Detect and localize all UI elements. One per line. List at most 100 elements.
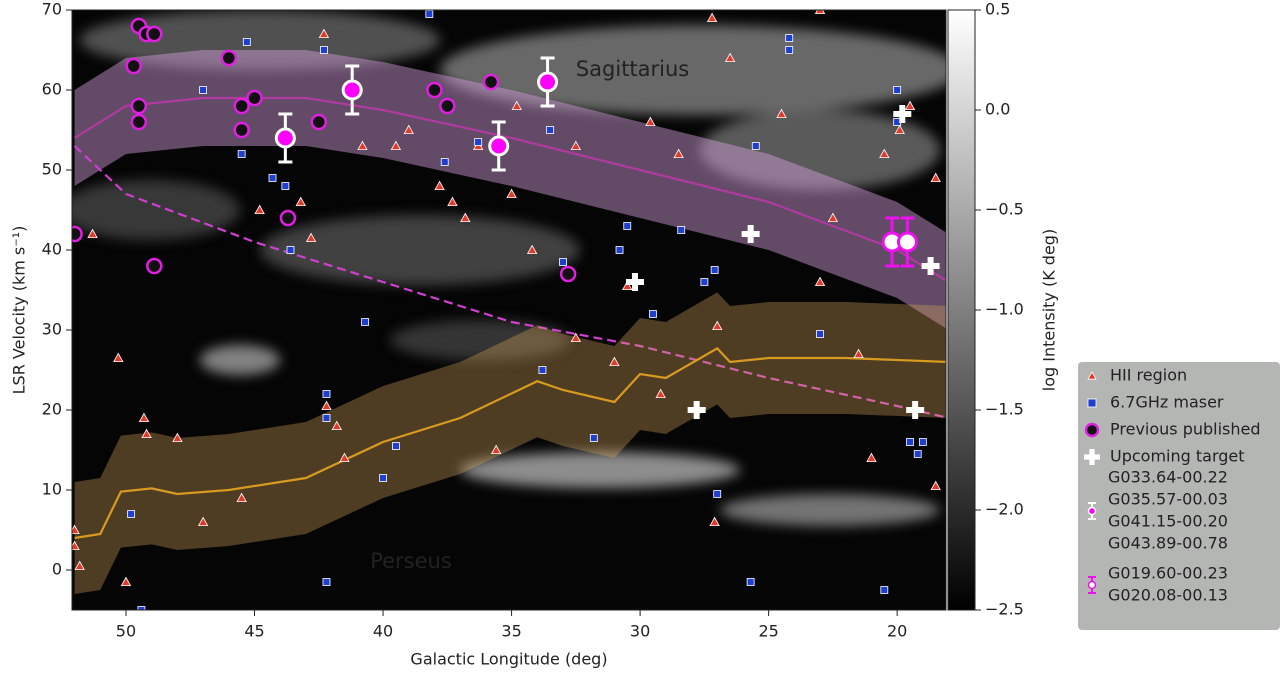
published-marker (561, 267, 575, 281)
maser-marker (894, 87, 901, 94)
maser-marker (714, 491, 721, 498)
colorbar-tick-label: −1.5 (985, 400, 1024, 419)
y-axis-label: LSR Velocity (km s⁻¹) (10, 226, 29, 395)
colorbar-tick-label: −2.0 (985, 500, 1024, 519)
legend-label: G041.15-00.20 (1108, 512, 1228, 531)
error-point (276, 129, 294, 147)
maser-marker (200, 87, 207, 94)
colorbar (948, 10, 975, 610)
legend-label: Upcoming target (1110, 447, 1245, 466)
maser-marker (539, 367, 546, 374)
legend-label: G043.89-00.78 (1108, 534, 1228, 553)
maser-marker (559, 259, 566, 266)
annotation: Perseus (370, 549, 452, 573)
maser-marker (786, 35, 793, 42)
published-marker (1086, 424, 1098, 436)
y-tick-label: 70 (42, 0, 62, 19)
legend-label: G020.08-00.13 (1108, 586, 1228, 605)
error-point (490, 137, 508, 155)
maser-marker (238, 151, 245, 158)
maser-marker (128, 511, 135, 518)
x-tick-label: 35 (501, 622, 521, 641)
chart: Galactic Longitude (deg) LSR Velocity (k… (0, 0, 1288, 675)
maser-marker (747, 579, 754, 586)
legend-label: G035.57-00.03 (1108, 490, 1228, 509)
maser-marker (590, 435, 597, 442)
maser-marker (287, 247, 294, 254)
legend-label: G019.60-00.23 (1108, 564, 1228, 583)
maser-marker (323, 579, 330, 586)
legend-errorpoint (1089, 582, 1096, 589)
y-tick-label: 60 (42, 80, 62, 99)
y-tick-label: 20 (42, 400, 62, 419)
maser-marker (914, 451, 921, 458)
y-tick-label: 10 (42, 480, 62, 499)
x-axis-label: Galactic Longitude (deg) (410, 650, 607, 669)
x-tick-label: 45 (244, 622, 264, 641)
colorbar-tick-label: −0.5 (985, 200, 1024, 219)
maser-marker (426, 11, 433, 18)
error-point (343, 81, 361, 99)
maser-marker (907, 439, 914, 446)
maser-marker (243, 39, 250, 46)
annotation: Sagittarius (576, 57, 689, 81)
legend-label: G033.64-00.22 (1108, 468, 1228, 487)
legend-label: Previous published (1110, 420, 1261, 439)
published-marker (427, 83, 441, 97)
published-marker (312, 115, 326, 129)
colorbar-tick-label: 0.0 (985, 100, 1010, 119)
colorbar-label: log Intensity (K deg) (1040, 229, 1059, 391)
maser-marker (616, 247, 623, 254)
maser-marker (547, 127, 554, 134)
maser-marker (269, 175, 276, 182)
maser-marker (919, 439, 926, 446)
y-tick-label: 50 (42, 160, 62, 179)
x-tick-label: 20 (887, 622, 907, 641)
maser-marker (380, 475, 387, 482)
maser-marker (711, 267, 718, 274)
x-tick-label: 50 (116, 622, 136, 641)
legend-label: HII region (1110, 366, 1187, 385)
maser-marker (678, 227, 685, 234)
maser-marker (1088, 399, 1096, 407)
maser-marker (624, 223, 631, 230)
maser-marker (323, 391, 330, 398)
maser-marker (786, 47, 793, 54)
maser-marker (323, 415, 330, 422)
colorbar-tick-label: 0.5 (985, 0, 1010, 19)
maser-marker (441, 159, 448, 166)
legend-label: 6.7GHz maser (1110, 393, 1224, 412)
maser-marker (752, 143, 759, 150)
maser-marker (649, 311, 656, 318)
maser-marker (475, 139, 482, 146)
published-marker (281, 211, 295, 225)
maser-marker (881, 587, 888, 594)
published-marker (68, 227, 82, 241)
published-marker (132, 99, 146, 113)
published-marker (440, 99, 454, 113)
error-point (898, 233, 916, 251)
published-marker (484, 75, 498, 89)
published-marker (147, 27, 161, 41)
colorbar-tick-label: −1.0 (985, 300, 1024, 319)
published-marker (235, 123, 249, 137)
legend-errorpoint (1089, 508, 1096, 515)
y-tick-label: 30 (42, 320, 62, 339)
x-tick-label: 30 (630, 622, 650, 641)
maser-marker (282, 183, 289, 190)
colorbar-tick-label: −2.5 (985, 600, 1024, 619)
maser-marker (362, 319, 369, 326)
published-marker (222, 51, 236, 65)
x-tick-label: 25 (758, 622, 778, 641)
error-point (539, 73, 557, 91)
y-tick-label: 40 (42, 240, 62, 259)
maser-marker (817, 331, 824, 338)
published-marker (132, 115, 146, 129)
y-tick-label: 0 (52, 560, 62, 579)
maser-marker (320, 47, 327, 54)
published-marker (248, 91, 262, 105)
maser-marker (701, 279, 708, 286)
published-marker (127, 59, 141, 73)
x-tick-label: 40 (373, 622, 393, 641)
published-marker (235, 99, 249, 113)
